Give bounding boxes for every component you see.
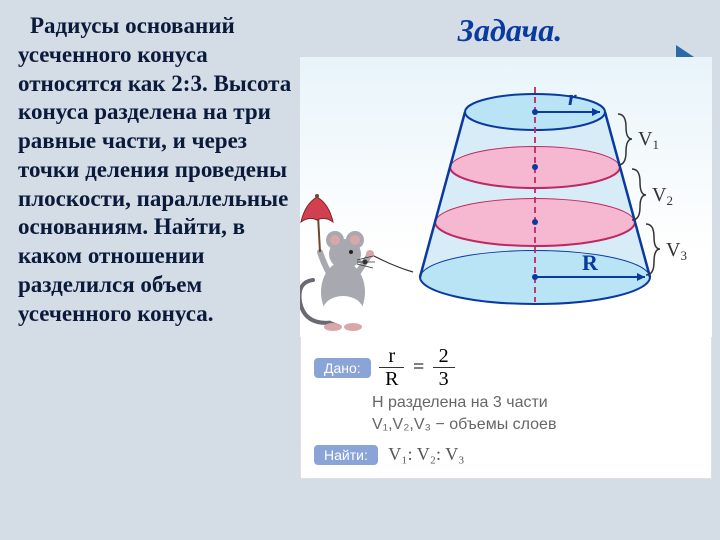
slide-title: Задача.	[300, 12, 720, 49]
find-badge: Найти:	[314, 445, 378, 465]
label-V1: V1	[638, 128, 659, 152]
find-row: Найти: V₁: V₂: V₃	[314, 444, 698, 465]
frac-r-R: r R	[379, 345, 404, 390]
mouse-illustration	[300, 182, 415, 332]
frac-2-3: 2 3	[433, 345, 455, 390]
label-V2: V2	[652, 184, 673, 208]
find-value: V₁: V₂: V₃	[388, 444, 464, 464]
given-badge: Дано:	[314, 358, 371, 378]
problem-column: Радиусы оснований усеченного конуса отно…	[0, 0, 300, 540]
given-line-3: V₁,V₂,V₃ − объемы слоев	[372, 416, 698, 434]
equals-sign: =	[413, 356, 424, 378]
given-row: Дано: r R = 2 3	[314, 345, 698, 390]
label-r: r	[568, 85, 577, 110]
problem-text: Радиусы оснований усеченного конуса отно…	[18, 12, 292, 328]
figure-column: Задача.	[300, 0, 720, 540]
frustum-diagram: r R V1 V2 V3	[300, 57, 712, 337]
given-find-area: Дано: r R = 2 3 H разделена на 3 части V…	[300, 337, 712, 479]
label-R: R	[582, 250, 599, 275]
label-V3: V3	[666, 239, 687, 263]
given-line-2: H разделена на 3 части	[372, 394, 698, 412]
figure-panel: r R V1 V2 V3	[300, 57, 712, 479]
